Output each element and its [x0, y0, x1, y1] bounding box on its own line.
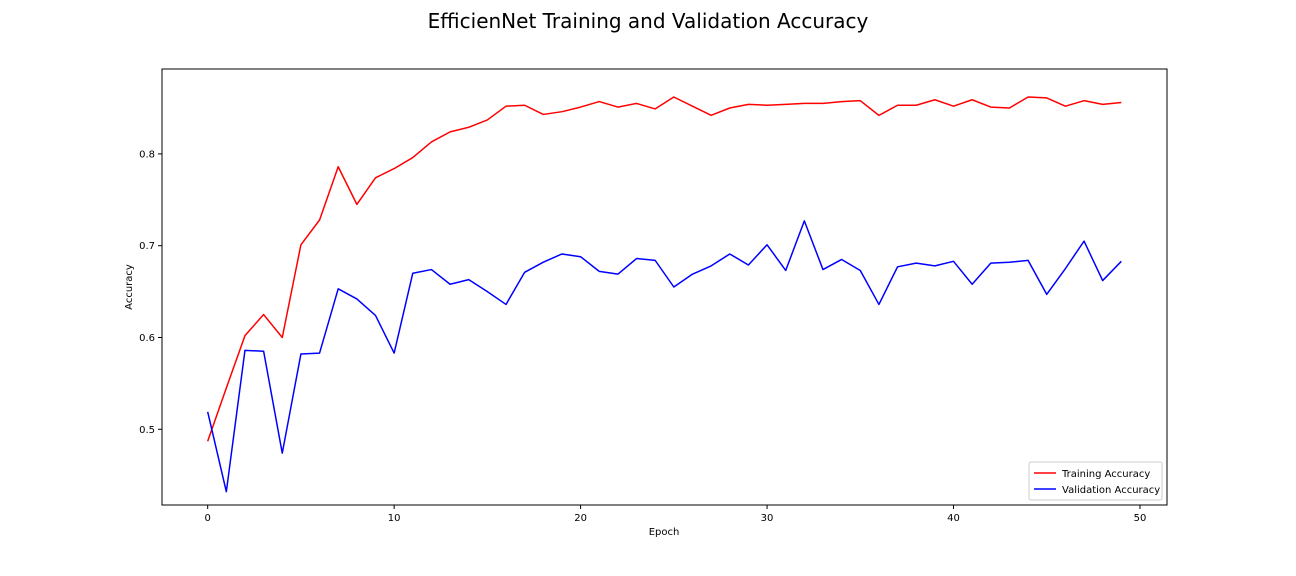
- x-tick-label: 40: [947, 513, 960, 524]
- y-tick-label: 0.6: [139, 333, 155, 344]
- x-tick-label: 10: [388, 513, 401, 524]
- legend-box: [1028, 461, 1163, 501]
- y-tick-label: 0.8: [139, 149, 155, 160]
- series-layer: [206, 96, 1122, 493]
- x-axis: 0 10 20 30 40 50: [204, 505, 1146, 524]
- legend-label-training: Training Accuracy: [1061, 469, 1150, 480]
- y-axis-label: Accuracy: [124, 264, 135, 310]
- plot-frame: [161, 68, 1168, 506]
- x-tick-label: 20: [574, 513, 587, 524]
- y-tick-label: 0.7: [139, 241, 155, 252]
- x-tick-label: 0: [204, 513, 210, 524]
- y-axis: 0.5 0.6 0.7 0.8: [139, 149, 162, 436]
- validation-accuracy-line: [206, 220, 1122, 493]
- x-tick-label: 30: [761, 513, 774, 524]
- chart-title: EfficienNet Training and Validation Accu…: [428, 9, 869, 33]
- legend: Training Accuracy Validation Accuracy: [1028, 461, 1163, 501]
- y-tick-label: 0.5: [139, 425, 155, 436]
- legend-label-validation: Validation Accuracy: [1062, 485, 1160, 496]
- x-tick-label: 50: [1134, 513, 1147, 524]
- x-axis-label: Epoch: [649, 527, 680, 538]
- training-accuracy-line: [206, 96, 1122, 442]
